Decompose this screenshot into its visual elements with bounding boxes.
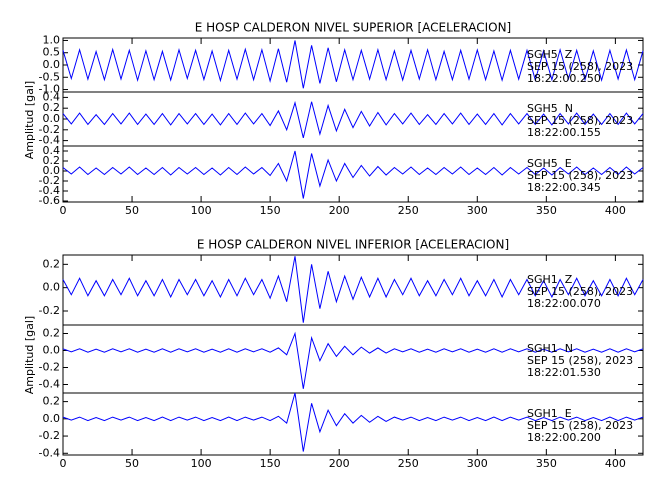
time-label: 18:22:00.200 <box>527 431 601 444</box>
y-tick-label: -0.2 <box>39 174 60 187</box>
x-tick-label: 250 <box>398 204 419 217</box>
y-tick-label: -0.2 <box>39 429 60 442</box>
y-tick-label: 1.0 <box>43 33 61 46</box>
x-tick-label: 400 <box>605 204 626 217</box>
date-label: SEP 15 (258), 2023 <box>527 285 633 298</box>
y-tick-label: 0.2 <box>43 154 61 167</box>
y-axis-label: Amplitud [gal] <box>23 81 36 159</box>
waveform <box>62 40 644 89</box>
x-tick-label: 50 <box>125 204 139 217</box>
y-tick-label: 0.4 <box>43 144 61 157</box>
y-tick-label: -0.5 <box>39 70 60 83</box>
y-tick-label: 0.4 <box>43 90 61 103</box>
y-tick-label: -0.2 <box>39 361 60 374</box>
x-tick-label: 0 <box>60 457 67 470</box>
y-tick-label: -0.4 <box>39 378 60 391</box>
time-label: 18:22:00.070 <box>527 297 601 310</box>
x-tick-label: 100 <box>191 204 212 217</box>
x-tick-label: 150 <box>260 457 281 470</box>
y-tick-label: -0.4 <box>39 184 60 197</box>
station-label: SGH1 Z <box>527 273 573 286</box>
x-tick-label: 200 <box>329 204 350 217</box>
waveform <box>62 100 644 139</box>
date-label: SEP 15 (258), 2023 <box>527 60 633 73</box>
y-tick-label: -0.4 <box>39 134 60 147</box>
x-tick-label: 100 <box>191 457 212 470</box>
time-label: 18:22:00.155 <box>527 126 601 139</box>
time-label: 18:22:01.530 <box>527 366 601 379</box>
station-label: SGH1 E <box>527 407 572 420</box>
station-label: SGH5 N <box>527 102 573 115</box>
y-tick-label: -0.4 <box>39 446 60 459</box>
y-tick-label: 0.2 <box>43 395 61 408</box>
x-tick-label: 250 <box>398 457 419 470</box>
y-tick-label: 0.2 <box>43 257 61 270</box>
date-label: SEP 15 (258), 2023 <box>527 354 633 367</box>
waveform <box>62 256 644 323</box>
chart-title: E HOSP CALDERON NIVEL SUPERIOR [ACELERAC… <box>195 21 511 35</box>
time-label: 18:22:00.250 <box>527 72 601 85</box>
chart-title: E HOSP CALDERON NIVEL INFERIOR [ACELERAC… <box>197 238 509 252</box>
y-tick-label: 0.0 <box>43 281 61 294</box>
time-label: 18:22:00.345 <box>527 181 601 194</box>
y-axis-label: Amplitud [gal] <box>23 316 36 394</box>
y-tick-label: 0.0 <box>43 164 61 177</box>
waveform <box>62 150 644 199</box>
x-tick-label: 300 <box>467 457 488 470</box>
x-tick-label: 300 <box>467 204 488 217</box>
y-tick-label: 0.0 <box>43 112 61 125</box>
x-tick-label: 350 <box>536 457 557 470</box>
date-label: SEP 15 (258), 2023 <box>527 169 633 182</box>
y-tick-label: -1.0 <box>39 83 60 96</box>
waveform <box>62 392 644 452</box>
x-tick-label: 150 <box>260 204 281 217</box>
station-label: SGH5 E <box>527 157 572 170</box>
waveform <box>62 331 644 389</box>
y-tick-label: 0.0 <box>43 412 61 425</box>
y-tick-label: 0.2 <box>43 101 61 114</box>
panel-frame <box>62 145 644 203</box>
y-tick-label: 0.2 <box>43 327 61 340</box>
y-tick-label: -0.2 <box>39 123 60 136</box>
y-tick-label: 0.5 <box>43 46 61 59</box>
x-tick-label: 200 <box>329 457 350 470</box>
y-tick-label: 0.0 <box>43 58 61 71</box>
y-tick-label: -0.6 <box>39 194 60 207</box>
x-tick-label: 50 <box>125 457 139 470</box>
date-label: SEP 15 (258), 2023 <box>527 114 633 127</box>
x-tick-label: 400 <box>605 457 626 470</box>
date-label: SEP 15 (258), 2023 <box>527 419 633 432</box>
station-label: SGH1 N <box>527 342 573 355</box>
panel-frame <box>62 392 644 456</box>
y-tick-label: 0.0 <box>43 344 61 357</box>
x-tick-label: 350 <box>536 204 557 217</box>
x-tick-label: 0 <box>60 204 67 217</box>
station-label: SGH5 Z <box>527 48 573 61</box>
y-tick-label: -0.2 <box>39 304 60 317</box>
